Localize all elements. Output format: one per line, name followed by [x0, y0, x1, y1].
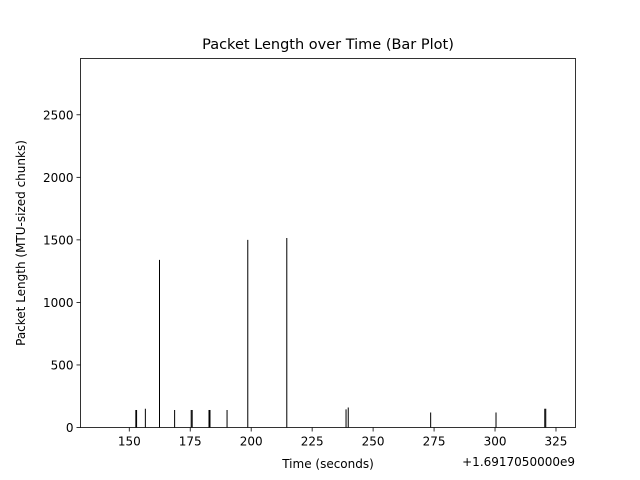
bar-10	[247, 239, 249, 428]
bar-9	[226, 409, 228, 428]
bar-5	[190, 409, 192, 428]
y-tick-label-4: 2000	[43, 171, 74, 185]
bar-14	[430, 412, 432, 428]
y-tick-label-1: 500	[51, 358, 74, 372]
bar-13	[347, 407, 349, 428]
x-tick-label-5: 275	[423, 435, 446, 449]
bars-group	[135, 238, 547, 428]
bar-11	[286, 238, 288, 428]
y-axis-ticks: 0 500 1000 1500 2000 2500	[43, 108, 81, 435]
bar-1	[136, 409, 138, 428]
y-tick-label-2: 1000	[43, 296, 74, 310]
bar-4	[174, 409, 176, 428]
y-axis-label: Packet Length (MTU-sized chunks)	[14, 140, 28, 346]
x-axis-ticks: 150 175 200 225 250 275 300 325	[118, 427, 568, 449]
x-tick-label-0: 150	[118, 435, 141, 449]
x-tick-label-4: 250	[362, 435, 385, 449]
x-axis-label: Time (seconds)	[281, 457, 374, 471]
bar-8	[209, 409, 211, 428]
y-tick-label-3: 1500	[43, 233, 74, 247]
bar-2	[144, 408, 146, 428]
x-tick-label-1: 175	[179, 435, 202, 449]
y-tick-label-5: 2500	[43, 108, 74, 122]
x-tick-label-3: 225	[301, 435, 324, 449]
bar-17	[545, 408, 547, 428]
bar-6	[191, 409, 193, 428]
bar-3	[159, 259, 160, 428]
bar-16	[544, 408, 546, 428]
bar-0	[135, 409, 137, 428]
x-tick-label-7: 325	[545, 435, 568, 449]
bar-12	[345, 409, 347, 428]
x-tick-label-2: 200	[240, 435, 263, 449]
bar-15	[495, 412, 497, 428]
plot-area-frame	[80, 58, 576, 428]
x-axis-offset-label: +1.6917050000e9	[462, 455, 575, 469]
bar-7	[208, 409, 210, 428]
chart-title: Packet Length over Time (Bar Plot)	[202, 37, 454, 53]
x-tick-label-6: 300	[484, 435, 507, 449]
y-tick-label-0: 0	[66, 421, 74, 435]
